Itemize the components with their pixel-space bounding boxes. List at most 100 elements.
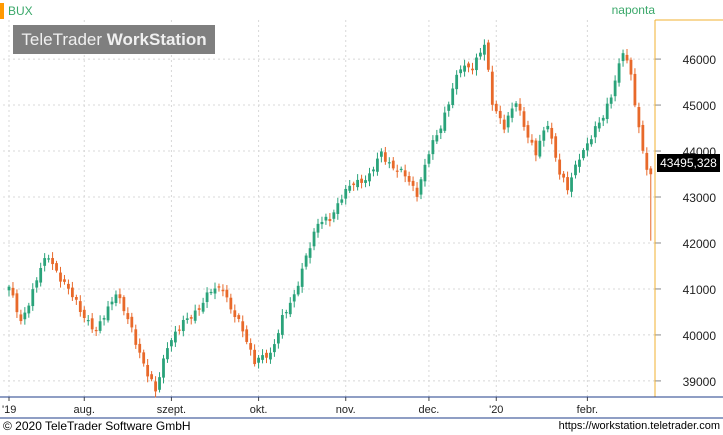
candle-body [383, 152, 387, 162]
candle-body [320, 221, 324, 225]
candle-body [118, 294, 122, 299]
candle-body [443, 112, 447, 131]
candle [23, 307, 27, 325]
x-tick-label: szept. [157, 404, 186, 416]
candle [173, 325, 177, 347]
symbol-label[interactable]: BUX [8, 4, 33, 18]
candle [320, 216, 324, 229]
candle-body [288, 302, 292, 315]
candle [221, 284, 225, 297]
candle-body [629, 59, 633, 75]
candle-body [625, 54, 629, 61]
candle-body [502, 119, 506, 130]
candle-body [237, 315, 241, 319]
candle-body [35, 280, 39, 288]
candle-body [356, 179, 360, 188]
candle [463, 59, 466, 77]
candle-body [284, 312, 288, 314]
candle [554, 133, 558, 162]
candle-body [158, 377, 161, 390]
candle [558, 153, 562, 180]
candle [641, 120, 645, 154]
candle-body [193, 310, 197, 321]
candle-body [534, 140, 538, 156]
candle [292, 289, 296, 308]
x-tick-label: dec. [419, 404, 440, 416]
candle [506, 112, 510, 133]
candle [7, 284, 11, 297]
candle-body [138, 343, 142, 353]
candle-body [605, 103, 609, 119]
candle [130, 312, 134, 333]
candle-body [451, 88, 455, 106]
candle-body [221, 289, 225, 292]
candle-body [589, 139, 593, 145]
candle-body [597, 122, 601, 129]
candle-body [154, 381, 157, 392]
interval-label[interactable]: naponta [611, 3, 655, 17]
candle-body [411, 180, 415, 186]
candle [467, 61, 470, 73]
candle-body [601, 117, 605, 121]
candle [372, 166, 375, 177]
candle-body [570, 177, 573, 192]
candle-body [399, 168, 403, 171]
candle [605, 97, 609, 124]
candle [114, 290, 118, 307]
candle [566, 171, 569, 195]
candle [589, 135, 593, 147]
candle [522, 106, 526, 131]
candle-body [617, 63, 621, 83]
candle [146, 359, 150, 383]
candle-body [641, 124, 645, 151]
candle [300, 262, 304, 293]
candle-body [7, 286, 11, 291]
candle [364, 175, 367, 188]
y-tick-label: 45000 [683, 99, 717, 113]
candle-body [177, 329, 181, 331]
candle-body [304, 255, 308, 267]
candle-body [637, 107, 641, 128]
candle-body [217, 286, 221, 288]
candle-body [387, 162, 391, 164]
website-link[interactable]: https://workstation.teletrader.com [558, 420, 720, 432]
candle [344, 184, 348, 205]
candle-body [593, 126, 597, 138]
candle-body [162, 358, 165, 378]
candle [328, 213, 332, 227]
candle-body [181, 319, 185, 332]
candle [154, 376, 157, 398]
symbol-header[interactable]: BUX [0, 3, 33, 19]
candle-body [90, 318, 94, 330]
candle-body [74, 297, 78, 300]
candle [118, 288, 122, 304]
candle [514, 101, 518, 112]
candle-body [265, 352, 268, 358]
candle-body [574, 164, 577, 176]
candle [312, 228, 316, 251]
candle [193, 304, 197, 324]
candle [490, 65, 494, 111]
candle-body [506, 115, 510, 128]
candle-body [482, 44, 486, 55]
candle-body [146, 364, 150, 377]
candle [482, 39, 486, 61]
candle-body [197, 308, 201, 310]
candle [201, 297, 205, 314]
candle-body [340, 199, 344, 203]
candle-body [39, 268, 43, 283]
candle-body [98, 321, 102, 331]
candle-body [633, 73, 637, 106]
footer: © 2020 TeleTrader Software GmbH https://… [0, 418, 723, 435]
candle [601, 115, 605, 127]
candle [534, 138, 538, 162]
candle [471, 62, 474, 75]
candle-body [645, 152, 649, 170]
candle [439, 125, 443, 140]
candle-body [332, 212, 336, 219]
candle-body [530, 139, 534, 143]
candle [562, 171, 566, 183]
candle [15, 289, 19, 318]
